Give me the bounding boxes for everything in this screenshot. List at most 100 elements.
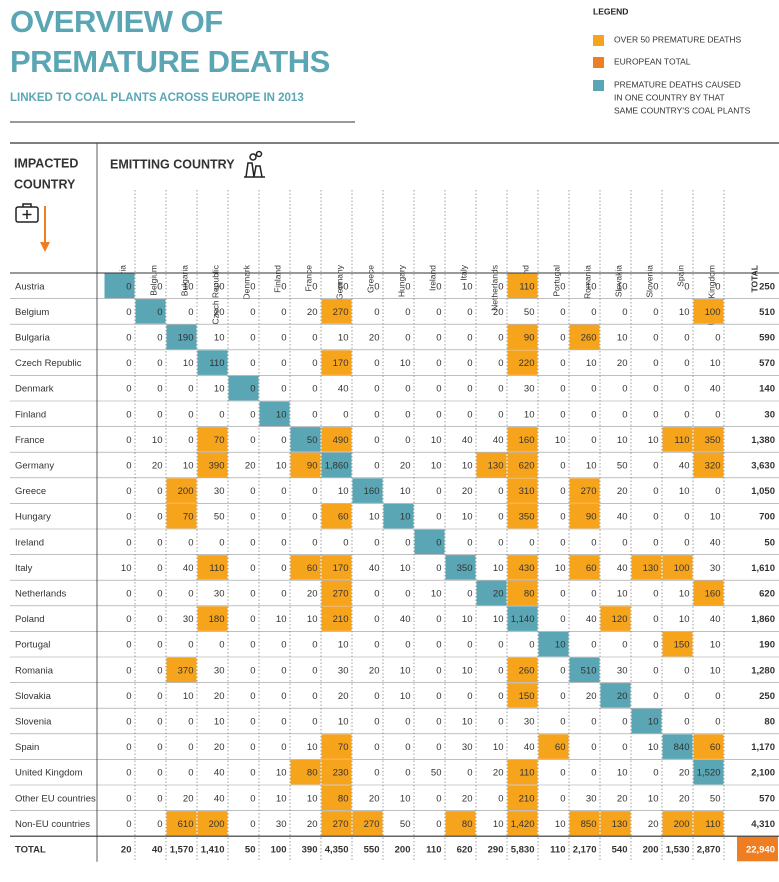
- cell-value: 170: [333, 358, 349, 369]
- cell-value: 0: [374, 358, 379, 369]
- cell-value: 10: [369, 512, 380, 523]
- cell-value: 0: [405, 768, 410, 779]
- cell-value: 0: [653, 640, 658, 651]
- cell-value: 100: [271, 845, 287, 856]
- cell-value: 0: [498, 384, 503, 395]
- cell-value: 0: [126, 333, 131, 344]
- cell-value: 0: [653, 614, 658, 625]
- cell-value: 0: [281, 563, 286, 574]
- row-label: France: [15, 435, 45, 446]
- cell-value: 10: [183, 281, 194, 292]
- cell-value: 0: [188, 307, 193, 318]
- cell-value: 0: [157, 589, 162, 600]
- cell-value: 0: [405, 409, 410, 420]
- cell-value: 10: [400, 665, 411, 676]
- cell-value: 30: [183, 614, 194, 625]
- cell-highlight: [290, 427, 321, 452]
- cell-highlight: [321, 503, 352, 529]
- cell-value: 0: [374, 461, 379, 472]
- cell-value: 510: [581, 665, 597, 676]
- cell-value: 0: [622, 537, 627, 548]
- legend-swatch: [593, 35, 604, 46]
- cell-highlight: [600, 683, 631, 708]
- cell-value: 0: [560, 717, 565, 728]
- legend-label: PREMATURE DEATHS CAUSED: [614, 79, 741, 89]
- cell-value: 0: [281, 537, 286, 548]
- cell-value: 270: [581, 486, 597, 497]
- cell-value: 0: [126, 691, 131, 702]
- factory-icon: [244, 150, 265, 178]
- cell-value: 0: [684, 691, 689, 702]
- cell-highlight: [321, 350, 352, 375]
- cell-value: 30: [462, 742, 473, 753]
- cell-value: 0: [281, 486, 286, 497]
- cell-highlight: [166, 503, 197, 529]
- cell-value: 0: [312, 281, 317, 292]
- cell-value: 10: [338, 717, 349, 728]
- cell-value: 0: [560, 589, 565, 600]
- cell-value: 0: [281, 281, 286, 292]
- cell-value: 110: [519, 281, 534, 292]
- legend-swatch: [593, 57, 604, 68]
- column-label: Greece: [365, 265, 375, 293]
- cell-value: 0: [653, 665, 658, 676]
- row-label: Slovakia: [15, 691, 52, 702]
- cell-value: 0: [653, 589, 658, 600]
- cell-value: 0: [157, 281, 162, 292]
- cell-value: 160: [364, 486, 380, 497]
- cell-value: 0: [498, 333, 503, 344]
- cell-highlight: [104, 273, 135, 299]
- column-label: Hungary: [396, 264, 406, 297]
- cell-value: 0: [498, 409, 503, 420]
- cell-value: 10: [586, 358, 597, 369]
- cell-value: 50: [710, 793, 721, 804]
- cell-value: 0: [374, 307, 379, 318]
- cell-value: 0: [405, 717, 410, 728]
- cell-value: 40: [400, 614, 411, 625]
- cell-highlight: [321, 759, 352, 785]
- column-label: Bulgaria: [179, 265, 189, 296]
- cell-value: 0: [157, 409, 162, 420]
- cell-value: 80: [524, 589, 535, 600]
- cell-value: 50: [338, 281, 349, 292]
- cell-value: 0: [653, 768, 658, 779]
- cell-value: 0: [374, 589, 379, 600]
- cell-value: 350: [457, 563, 473, 574]
- cell-value: 250: [759, 691, 775, 702]
- cell-highlight: [507, 555, 538, 580]
- cell-value: 0: [498, 665, 503, 676]
- cell-value: 100: [705, 307, 721, 318]
- cell-value: 22,940: [746, 845, 775, 856]
- cell-value: 20: [679, 768, 690, 779]
- cell-value: 10: [555, 819, 566, 830]
- cell-value: 10: [400, 486, 411, 497]
- row-label: Poland: [15, 614, 45, 625]
- cell-value: 0: [250, 819, 255, 830]
- cell-highlight: [507, 427, 538, 452]
- cell-value: 0: [281, 589, 286, 600]
- cell-value: 0: [591, 589, 596, 600]
- cell-value: 0: [591, 717, 596, 728]
- cell-highlight: [507, 478, 538, 503]
- cell-value: 0: [467, 307, 472, 318]
- cell-value: 0: [436, 691, 441, 702]
- row-label: Greece: [15, 486, 46, 497]
- cell-value: 0: [653, 333, 658, 344]
- down-arrow: [40, 206, 50, 252]
- cell-value: 190: [759, 640, 775, 651]
- cell-value: 0: [157, 793, 162, 804]
- cell-value: 310: [519, 486, 535, 497]
- cell-value: 110: [674, 435, 689, 446]
- cell-value: 10: [555, 640, 566, 651]
- cell-value: 10: [183, 358, 194, 369]
- cell-value: 620: [457, 845, 473, 856]
- cell-value: 0: [498, 691, 503, 702]
- cell-value: 0: [498, 358, 503, 369]
- cell-value: 40: [617, 563, 628, 574]
- cell-value: 40: [369, 563, 380, 574]
- cell-highlight: [569, 478, 600, 503]
- cell-value: 0: [374, 409, 379, 420]
- cell-value: 0: [281, 742, 286, 753]
- cell-value: 30: [586, 793, 597, 804]
- cell-value: 10: [431, 435, 442, 446]
